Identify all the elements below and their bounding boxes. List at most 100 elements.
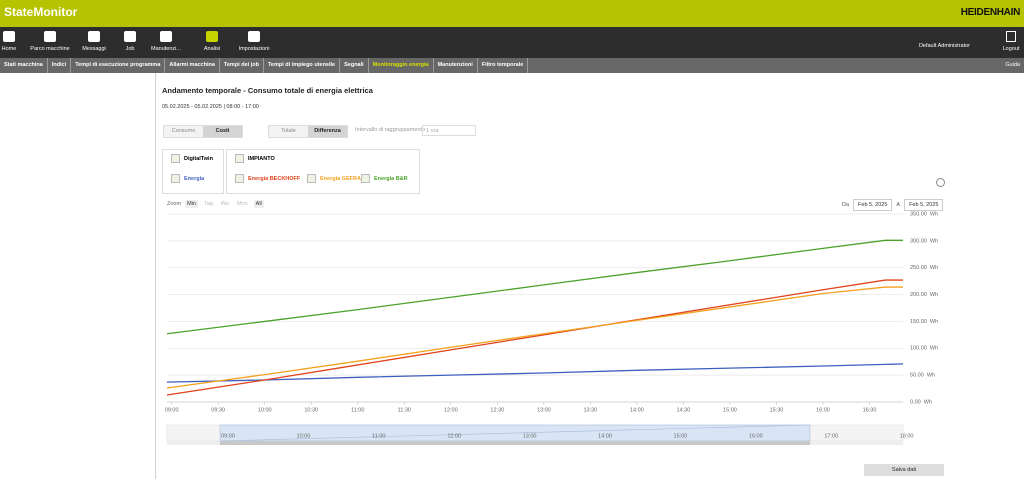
toolbar-item[interactable]: Home	[0, 31, 31, 52]
x-tick-label: 16:00	[816, 407, 830, 413]
y-tick-label: 350.00 Wh	[910, 211, 938, 217]
x-tick-label: 14:30	[677, 407, 691, 413]
settings-icon[interactable]	[936, 178, 945, 187]
report-title: Andamento temporale - Consumo totale di …	[162, 86, 373, 95]
x-tick-label: 13:30	[583, 407, 597, 413]
x-tick-label: 15:30	[770, 407, 784, 413]
toolbar-item[interactable]: Impostazioni	[232, 31, 276, 52]
zoom-option[interactable]: All	[253, 200, 264, 208]
x-tick-label: 16:30	[863, 407, 877, 413]
x-tick-label: 10:30	[304, 407, 318, 413]
tab[interactable]: Monitoraggio energia	[369, 58, 434, 73]
tab[interactable]: Tempi dei job	[220, 58, 264, 73]
toolbar-icon	[124, 31, 136, 42]
mode-toggle: Consumo Costi	[163, 125, 243, 138]
logout-button[interactable]: Logout	[1000, 31, 1022, 52]
toolbar-label: Analisi	[203, 46, 221, 52]
brand-logo: HEIDENHAIN	[960, 7, 1021, 18]
toggle-option[interactable]: Costi	[203, 126, 242, 137]
zoom-label: Zoom	[167, 201, 182, 207]
tab[interactable]: Tempi di esecuzione programma	[71, 58, 166, 73]
zoom-option[interactable]: Min	[185, 200, 198, 208]
toolbar: Default Administrator Logout Home Parco m…	[0, 27, 1024, 58]
series-line	[166, 239, 903, 335]
toolbar-label: Job	[125, 46, 135, 52]
x-tick-label: 09:30	[211, 407, 225, 413]
x-tick-label: 14:00	[630, 407, 644, 413]
grouping-select[interactable]: 1 ora	[422, 125, 476, 136]
navigator-label: 18:00	[900, 433, 914, 439]
tab[interactable]: Indici	[48, 58, 72, 73]
tab[interactable]: Manutenzioni	[434, 58, 478, 73]
y-tick-label: 200.00 Wh	[910, 292, 938, 298]
group-checkbox[interactable]: IMPIANTO	[235, 154, 275, 163]
logout-label: Logout	[1002, 46, 1020, 52]
navigator-label: 11:00	[372, 433, 385, 439]
x-tick-label: 15:00	[723, 407, 737, 413]
x-tick-label: 11:00	[351, 407, 364, 413]
toggle-option[interactable]: Consumo	[164, 126, 203, 137]
navigator-preview	[219, 424, 811, 442]
group-checkbox[interactable]: DigitalTwin	[171, 154, 213, 163]
help-link[interactable]: Guida	[1005, 62, 1020, 68]
toolbar-icon	[248, 31, 260, 42]
toolbar-item[interactable]: Messaggi	[72, 31, 116, 52]
x-tick-label: 09:00	[165, 407, 179, 413]
date-range-inputs: Da Feb 5, 2025 A Feb 5, 2025	[842, 199, 944, 211]
toolbar-icon	[206, 31, 218, 42]
toolbar-item[interactable]: Parco macchine	[28, 31, 72, 52]
toolbar-item[interactable]: Manutenzi...	[144, 31, 188, 52]
tab[interactable]: Stati macchina	[0, 58, 48, 73]
tab[interactable]: Allarmi macchina	[165, 58, 220, 73]
tab[interactable]: Tempi di impiego utensile	[264, 58, 341, 73]
scrollbar-thumb[interactable]	[220, 441, 810, 445]
toolbar-icon	[160, 31, 172, 42]
app-title[interactable]: StateMonitor	[4, 5, 78, 19]
group-box: DigitalTwin Energia	[162, 149, 224, 194]
toolbar-label: Impostazioni	[238, 46, 270, 52]
x-tick-label: 11:30	[398, 407, 411, 413]
toolbar-label: Home	[1, 46, 17, 52]
toolbar-icon	[3, 31, 15, 42]
legend-checkbox[interactable]: Energia BECKHOFF	[235, 174, 300, 183]
sidebar-divider	[155, 73, 156, 479]
group-box: IMPIANTO Energia BECKHOFF Energia GEFRAN E…	[226, 149, 420, 194]
legend-checkbox[interactable]: Energia	[171, 174, 204, 183]
x-tick-label: 10:00	[258, 407, 272, 413]
from-label: Da	[842, 202, 850, 208]
y-tick-label: 0.00 Wh	[910, 399, 932, 405]
save-button[interactable]: Salva dati	[864, 464, 944, 476]
x-tick-label: 12:00	[444, 407, 458, 413]
from-date[interactable]: Feb 5, 2025	[853, 199, 893, 211]
navigator-label: 17:00	[824, 433, 838, 439]
to-date[interactable]: Feb 5, 2025	[904, 199, 944, 211]
y-tick-label: 150.00 Wh	[910, 319, 938, 325]
legend-checkbox[interactable]: Energia GEFRAN	[307, 174, 365, 183]
to-label: A	[896, 202, 901, 208]
toggle-option[interactable]: Totale	[269, 126, 308, 137]
user-name[interactable]: Default Administrator	[918, 43, 970, 49]
toolbar-item[interactable]: Job	[108, 31, 152, 52]
toolbar-label: Manutenzi...	[151, 46, 181, 52]
grouping-label: Intervallo di raggruppamento	[355, 127, 426, 133]
navigator-label: 14:00	[598, 433, 612, 439]
navigator-label: 16:00	[749, 433, 763, 439]
toolbar-icon	[44, 31, 56, 42]
tab[interactable]: Segnali	[340, 58, 369, 73]
navigator-label: 10:00	[297, 433, 311, 439]
toggle-option[interactable]: Differenza	[308, 126, 347, 137]
toolbar-icon	[88, 31, 100, 42]
y-tick-label: 50.00 Wh	[910, 373, 935, 379]
y-tick-label: 300.00 Wh	[910, 238, 938, 244]
legend-checkbox[interactable]: Energia B&R	[361, 174, 408, 183]
zoom-option[interactable]: Tag	[203, 201, 213, 207]
toolbar-item[interactable]: Analisi	[190, 31, 234, 52]
zoom-option[interactable]: Wo	[220, 201, 229, 207]
navigator-label: 15:00	[674, 433, 688, 439]
y-tick-label: 250.00 Wh	[910, 265, 938, 271]
zoom-option[interactable]: Mon	[236, 201, 248, 207]
y-tick-label: 100.00 Wh	[910, 346, 938, 352]
tab[interactable]: Filtro temporale	[478, 58, 529, 73]
